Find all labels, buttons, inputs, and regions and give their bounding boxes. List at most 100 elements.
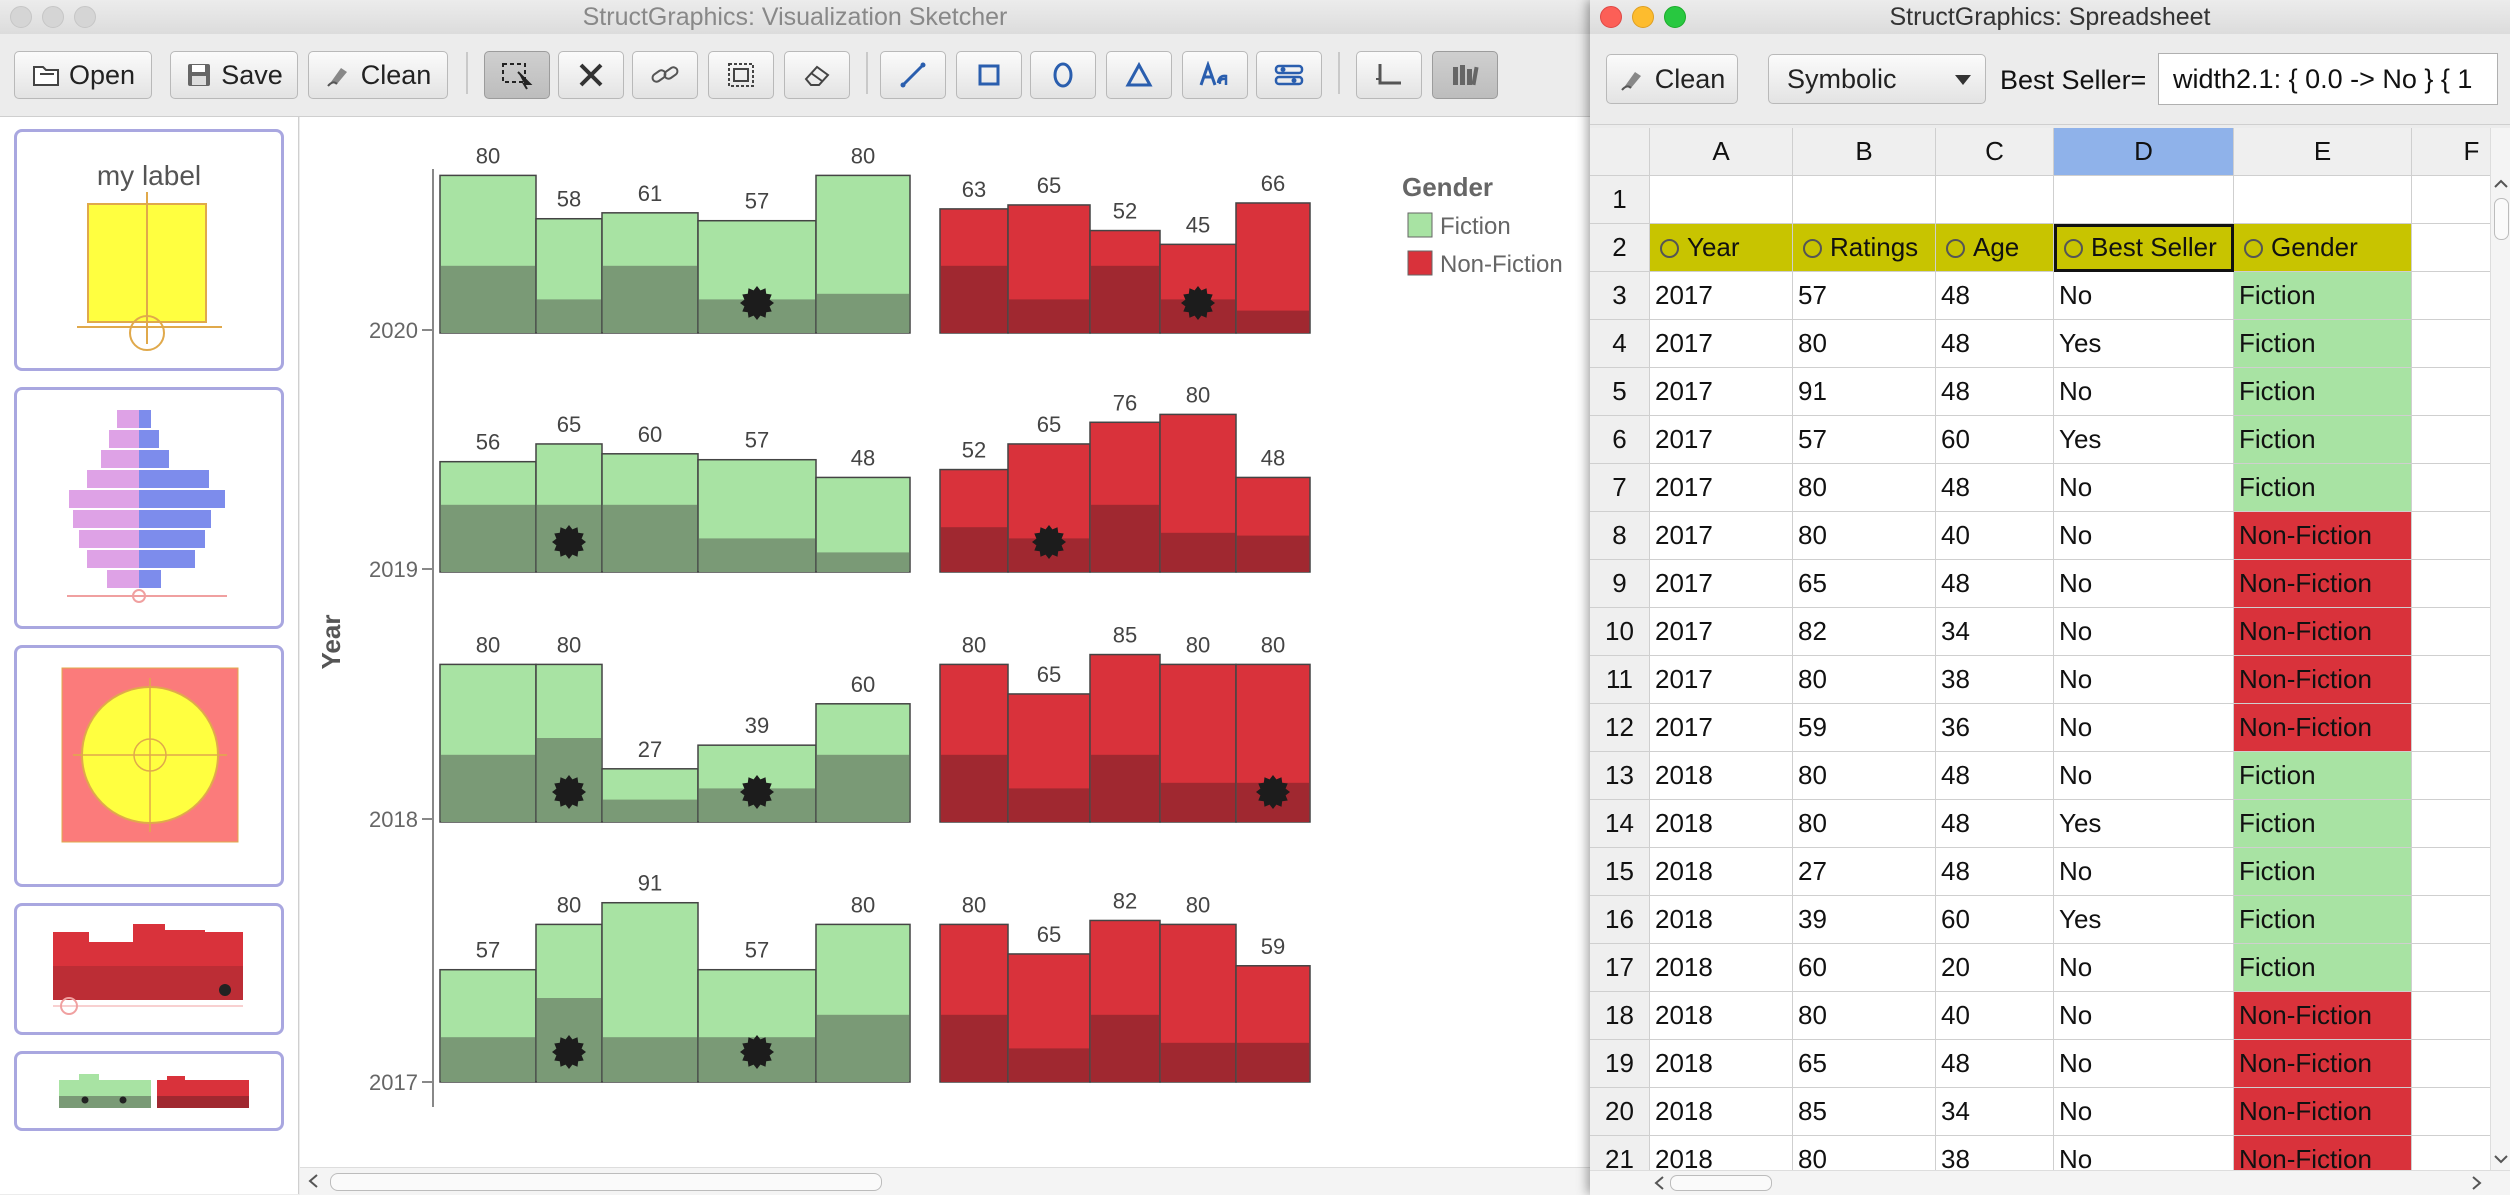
grid-cell[interactable]: No [2054, 512, 2234, 560]
text-tool-button[interactable] [1182, 51, 1248, 99]
triangle-tool-button[interactable] [1106, 51, 1172, 99]
grid-cell[interactable]: 2017 [1650, 416, 1793, 464]
grid-cell[interactable] [2412, 848, 2490, 896]
row-header[interactable]: 18 [1590, 992, 1650, 1040]
grid-cell[interactable]: 2017 [1650, 656, 1793, 704]
zoom-window-icon[interactable] [1664, 6, 1686, 28]
grid-cell[interactable] [2412, 752, 2490, 800]
row-header[interactable]: 3 [1590, 272, 1650, 320]
grid-cell[interactable]: 59 [1793, 704, 1936, 752]
grid-cell[interactable]: Non-Fiction [2234, 704, 2412, 752]
grid-cell[interactable]: 57 [1793, 416, 1936, 464]
grid-cell[interactable]: 2017 [1650, 464, 1793, 512]
chevron-left-icon[interactable] [1654, 1176, 1666, 1190]
grid-cell[interactable] [2412, 656, 2490, 704]
grid-cell[interactable] [2412, 1136, 2490, 1170]
radio-circle-icon[interactable] [1946, 239, 1965, 258]
property-tool-button[interactable] [1256, 51, 1322, 99]
grid-cell[interactable]: 57 [1793, 272, 1936, 320]
spreadsheet-clean-button[interactable]: Clean [1606, 54, 1738, 104]
row-header[interactable]: 20 [1590, 1088, 1650, 1136]
grid-cell[interactable]: No [2054, 752, 2234, 800]
grid-cell[interactable]: Fiction [2234, 368, 2412, 416]
grid-cell[interactable]: Non-Fiction [2234, 560, 2412, 608]
grid-cell[interactable]: No [2054, 464, 2234, 512]
grid-cell[interactable]: 48 [1936, 560, 2054, 608]
grid-cell[interactable]: 34 [1936, 608, 2054, 656]
grid-cell[interactable]: Yes [2054, 896, 2234, 944]
grid-cell[interactable] [2412, 704, 2490, 752]
grid-cell[interactable]: 40 [1936, 992, 2054, 1040]
grid-cell[interactable]: 2018 [1650, 848, 1793, 896]
row-header[interactable]: 7 [1590, 464, 1650, 512]
grid-cell[interactable]: Fiction [2234, 272, 2412, 320]
grid-cell[interactable]: 2018 [1650, 800, 1793, 848]
ellipse-tool-button[interactable] [1030, 51, 1096, 99]
row-header[interactable]: 5 [1590, 368, 1650, 416]
grid-cell[interactable]: 2017 [1650, 512, 1793, 560]
grid-cell[interactable]: No [2054, 368, 2234, 416]
chevron-right-icon[interactable] [2470, 1176, 2482, 1190]
grid-cell[interactable]: 65 [1793, 1040, 1936, 1088]
row-header[interactable]: 13 [1590, 752, 1650, 800]
row-header[interactable]: 4 [1590, 320, 1650, 368]
library-item-pyramid[interactable] [14, 387, 284, 629]
grid-cell[interactable]: 80 [1793, 992, 1936, 1040]
drawing-canvas[interactable]: Year 2020 2019 2018 2017 80 58 61 57 80 63 65 52 45 6… [300, 117, 1590, 1167]
row-header[interactable]: 14 [1590, 800, 1650, 848]
grid-cell[interactable]: No [2054, 992, 2234, 1040]
radio-circle-icon[interactable] [2244, 239, 2263, 258]
grid-cell[interactable]: 80 [1793, 656, 1936, 704]
grid-cell[interactable]: 38 [1936, 656, 2054, 704]
grid-cell[interactable]: 48 [1936, 320, 2054, 368]
grid-cell[interactable]: 38 [1936, 1136, 2054, 1170]
grid-cell[interactable]: No [2054, 1088, 2234, 1136]
row-header[interactable]: 10 [1590, 608, 1650, 656]
chevron-down-icon[interactable] [2494, 1153, 2508, 1165]
grid-cell[interactable]: 48 [1936, 1040, 2054, 1088]
column-header-e[interactable]: E [2234, 128, 2412, 176]
grid-cell[interactable]: 2018 [1650, 992, 1793, 1040]
grid-cell[interactable]: 48 [1936, 368, 2054, 416]
corner-cell[interactable] [1590, 128, 1650, 176]
grid-cell[interactable] [2412, 1088, 2490, 1136]
grid-cell[interactable]: 80 [1793, 464, 1936, 512]
library-item-label[interactable]: my label [14, 129, 284, 371]
eraser-tool-button[interactable] [784, 51, 850, 99]
grid-cell[interactable] [2412, 896, 2490, 944]
grid-cell[interactable] [2412, 608, 2490, 656]
grid-cell[interactable]: 2017 [1650, 368, 1793, 416]
formula-input[interactable]: width2.1: { 0.0 -> No } { 1 [2158, 53, 2498, 105]
library-tool-button[interactable] [1432, 51, 1498, 99]
row-header[interactable]: 9 [1590, 560, 1650, 608]
grid-cell[interactable]: 60 [1936, 416, 2054, 464]
radio-circle-icon[interactable] [1660, 239, 1679, 258]
grid-cell[interactable]: No [2054, 1136, 2234, 1170]
grid-cell[interactable]: 2018 [1650, 1088, 1793, 1136]
grid-cell[interactable]: 60 [1793, 944, 1936, 992]
grid-cell[interactable] [2412, 1040, 2490, 1088]
grid-cell[interactable]: 85 [1793, 1088, 1936, 1136]
grid-cell[interactable]: 40 [1936, 512, 2054, 560]
link-tool-button[interactable] [632, 51, 698, 99]
grid-cell[interactable]: Fiction [2234, 464, 2412, 512]
grid-cell[interactable]: 65 [1793, 560, 1936, 608]
grid-cell[interactable] [2412, 512, 2490, 560]
grid-cell[interactable]: 48 [1936, 272, 2054, 320]
grid-cell[interactable] [2054, 176, 2234, 224]
delete-tool-button[interactable] [558, 51, 624, 99]
data-header-cell[interactable]: Gender [2234, 224, 2412, 272]
grid-cell[interactable]: Yes [2054, 416, 2234, 464]
grid-cell[interactable]: 80 [1793, 1136, 1936, 1170]
grid-cell[interactable] [2412, 416, 2490, 464]
rectangle-tool-button[interactable] [956, 51, 1022, 99]
grid-cell[interactable]: 60 [1936, 896, 2054, 944]
grid-cell[interactable]: Non-Fiction [2234, 1136, 2412, 1170]
grid-cell[interactable]: 80 [1793, 800, 1936, 848]
row-header[interactable]: 12 [1590, 704, 1650, 752]
column-header-b[interactable]: B [1793, 128, 1936, 176]
column-header-c[interactable]: C [1936, 128, 2054, 176]
grid-cell[interactable]: Non-Fiction [2234, 1040, 2412, 1088]
grid-cell[interactable]: Fiction [2234, 944, 2412, 992]
grid-cell[interactable]: Yes [2054, 320, 2234, 368]
